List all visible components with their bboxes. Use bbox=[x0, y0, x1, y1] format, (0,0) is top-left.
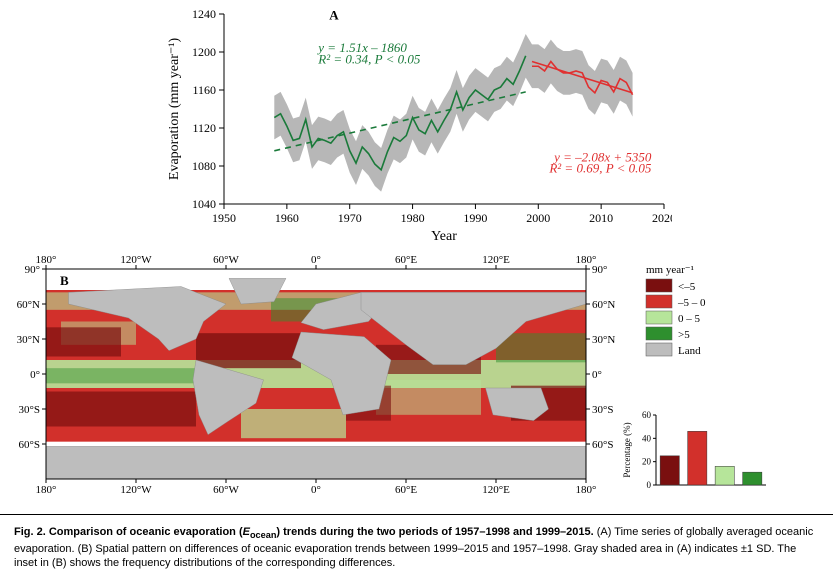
svg-text:1240: 1240 bbox=[192, 7, 216, 21]
panel-b-svg: 180° 180° 120°W 120°W 60°W 60°W 0° 0° 60°E 60°E 12… bbox=[0, 253, 833, 503]
panel-a: 1950 1960 1970 1980 1990 2000 2010 2020 1040 1080… bbox=[162, 6, 672, 249]
panel-b-wrap: 180° 180° 120°W 120°W 60°W 60°W 0° 0° 60°E 60°E 12… bbox=[0, 249, 833, 508]
svg-text:60°E: 60°E bbox=[395, 484, 417, 496]
svg-text:R² = 0.34, P < 0.05: R² = 0.34, P < 0.05 bbox=[317, 51, 421, 66]
caption-title: Comparison of oceanic evaporation (Eocea… bbox=[49, 526, 597, 538]
svg-text:120°W: 120°W bbox=[120, 254, 152, 266]
svg-text:180°: 180° bbox=[36, 484, 57, 496]
svg-text:40: 40 bbox=[642, 433, 652, 443]
svg-text:1200: 1200 bbox=[192, 45, 216, 59]
svg-text:>5: >5 bbox=[678, 329, 690, 341]
svg-text:1080: 1080 bbox=[192, 159, 216, 173]
svg-text:Year: Year bbox=[431, 229, 457, 244]
svg-text:1160: 1160 bbox=[192, 83, 216, 97]
svg-text:Percentage (%): Percentage (%) bbox=[622, 422, 632, 477]
svg-text:60°S: 60°S bbox=[592, 439, 614, 451]
figure-2: 1950 1960 1970 1980 1990 2000 2010 2020 1040 1080… bbox=[0, 0, 833, 585]
svg-text:1970: 1970 bbox=[337, 211, 361, 225]
svg-text:2000: 2000 bbox=[526, 211, 550, 225]
svg-text:1120: 1120 bbox=[192, 121, 216, 135]
svg-text:60°E: 60°E bbox=[395, 254, 417, 266]
svg-text:60°W: 60°W bbox=[213, 484, 239, 496]
svg-text:20: 20 bbox=[642, 457, 652, 467]
svg-text:90°: 90° bbox=[25, 264, 40, 276]
svg-text:1980: 1980 bbox=[400, 211, 424, 225]
svg-text:0: 0 bbox=[647, 480, 652, 490]
svg-text:1040: 1040 bbox=[192, 197, 216, 211]
svg-text:Evaporation (mm year⁻¹): Evaporation (mm year⁻¹) bbox=[167, 38, 182, 181]
svg-text:–5 – 0: –5 – 0 bbox=[677, 297, 706, 309]
svg-text:120°E: 120°E bbox=[482, 254, 510, 266]
svg-text:30°S: 30°S bbox=[18, 404, 40, 416]
svg-text:60: 60 bbox=[642, 410, 652, 420]
svg-text:2020: 2020 bbox=[652, 211, 672, 225]
svg-text:0°: 0° bbox=[311, 484, 321, 496]
svg-text:2010: 2010 bbox=[589, 211, 613, 225]
svg-text:1990: 1990 bbox=[463, 211, 487, 225]
svg-text:mm year⁻¹: mm year⁻¹ bbox=[646, 264, 694, 276]
svg-text:120°W: 120°W bbox=[120, 484, 152, 496]
svg-text:30°S: 30°S bbox=[592, 404, 614, 416]
svg-text:30°N: 30°N bbox=[592, 334, 615, 346]
svg-text:0°: 0° bbox=[592, 369, 602, 381]
caption-label: Fig. 2. bbox=[14, 526, 46, 538]
svg-text:1960: 1960 bbox=[274, 211, 298, 225]
svg-text:0 – 5: 0 – 5 bbox=[678, 313, 701, 325]
panel-a-svg: 1950 1960 1970 1980 1990 2000 2010 2020 1040 1080… bbox=[162, 6, 672, 244]
svg-text:120°E: 120°E bbox=[482, 484, 510, 496]
svg-text:A: A bbox=[329, 8, 339, 23]
svg-text:R² = 0.69, P < 0.05: R² = 0.69, P < 0.05 bbox=[548, 161, 652, 176]
svg-text:<–5: <–5 bbox=[678, 281, 696, 293]
svg-text:B: B bbox=[60, 273, 69, 288]
svg-text:60°N: 60°N bbox=[17, 299, 40, 311]
svg-text:Land: Land bbox=[678, 345, 701, 357]
svg-text:0°: 0° bbox=[311, 254, 321, 266]
svg-text:90°: 90° bbox=[592, 264, 607, 276]
svg-text:0°: 0° bbox=[30, 369, 40, 381]
figure-caption: Fig. 2. Comparison of oceanic evaporatio… bbox=[0, 514, 833, 585]
svg-text:30°N: 30°N bbox=[17, 334, 40, 346]
panel-a-wrap: 1950 1960 1970 1980 1990 2000 2010 2020 1040 1080… bbox=[0, 0, 833, 249]
svg-text:60°N: 60°N bbox=[592, 299, 615, 311]
svg-text:180°: 180° bbox=[576, 484, 597, 496]
svg-text:60°S: 60°S bbox=[18, 439, 40, 451]
svg-text:1950: 1950 bbox=[212, 211, 236, 225]
svg-text:60°W: 60°W bbox=[213, 254, 239, 266]
